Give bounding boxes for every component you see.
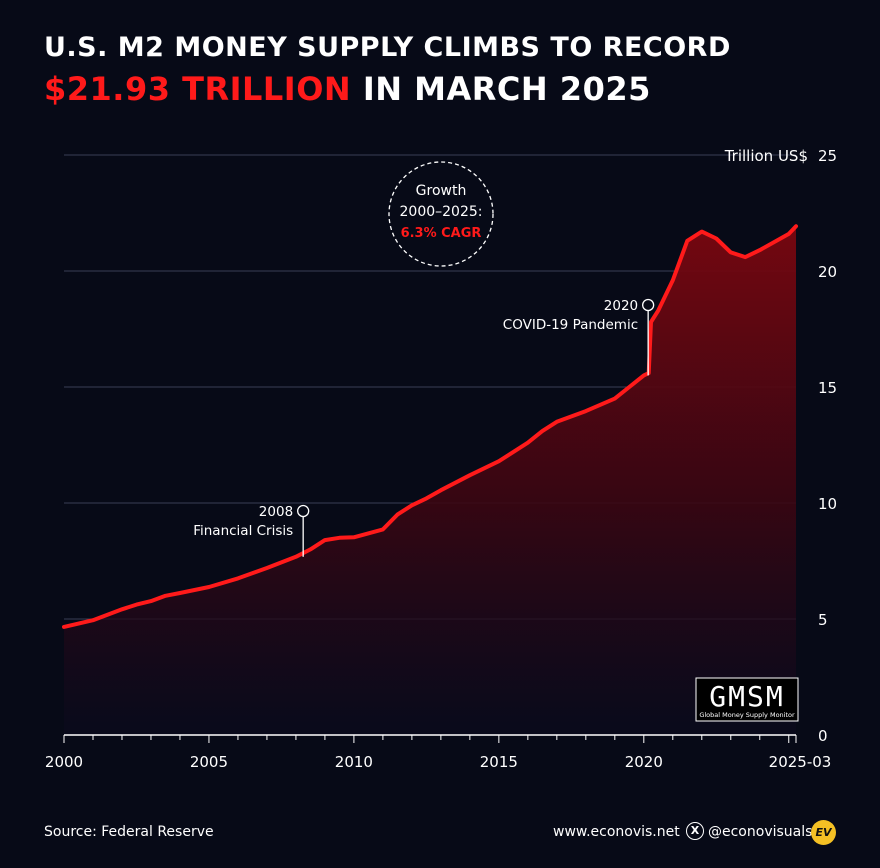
- x-tick-label: 2010: [335, 753, 373, 771]
- chart-title: U.S. M2 Money Supply Climbs to Record: [44, 32, 731, 63]
- social-handle[interactable]: @econovisuals: [708, 824, 813, 840]
- source-note: Source: Federal Reserve: [44, 824, 214, 840]
- annotation-text: COVID-19 Pandemic: [503, 317, 638, 333]
- x-axis: 2000 2005 2010 2015 2020 2025-03: [45, 735, 831, 771]
- logo-name: GMSM: [709, 680, 784, 713]
- y-tick-label: 15: [818, 379, 837, 397]
- chart-subtitle: $21.93 Trillion in March 2025: [44, 70, 651, 108]
- annotation-marker: [297, 504, 310, 518]
- logo-subtitle: Global Money Supply Monitor: [699, 711, 795, 719]
- cagr-callout: Growth 2000–2025: 6.3% CAGR: [388, 161, 494, 267]
- gmsm-logo: GMSM Global Money Supply Monitor: [695, 677, 799, 722]
- title-highlight: $21.93 Trillion: [44, 70, 352, 108]
- annotation-year: 2008: [259, 504, 293, 520]
- annotation-2008: 2008 Financial Crisis: [193, 504, 310, 557]
- area-fill: [64, 226, 796, 735]
- x-tick-label: 2015: [480, 753, 518, 771]
- y-axis: 0 5 10 15 20 25: [818, 147, 837, 745]
- x-tick-label: 2020: [625, 753, 663, 771]
- y-axis-label: Trillion US$: [724, 147, 808, 165]
- callout-line2: 2000–2025:: [400, 204, 483, 220]
- annotation-year: 2020: [604, 298, 638, 314]
- series-line: [62, 224, 798, 629]
- title-rest: in March 2025: [351, 70, 651, 108]
- y-tick-label: 5: [818, 611, 828, 629]
- annotation-2020: 2020 COVID-19 Pandemic: [503, 298, 655, 376]
- x-logo-icon: X: [686, 822, 704, 840]
- callout-line3: 6.3% CAGR: [401, 226, 482, 241]
- ev-logo: EV: [811, 820, 836, 845]
- x-tick-label: 2000: [45, 753, 83, 771]
- y-tick-label: 10: [818, 495, 837, 513]
- y-tick-label: 0: [818, 727, 828, 745]
- website-link[interactable]: www.econovis.net: [553, 824, 680, 840]
- annotation-text: Financial Crisis: [193, 523, 293, 539]
- y-tick-label: 20: [818, 263, 837, 281]
- x-tick-label: 2025-03: [769, 753, 832, 771]
- callout-line1: Growth: [416, 183, 467, 199]
- y-tick-label: 25: [818, 147, 837, 165]
- annotations: 2008 Financial Crisis 2020 COVID-19 Pandemi…: [193, 298, 655, 557]
- x-tick-label: 2005: [190, 753, 228, 771]
- annotation-marker: [642, 298, 655, 312]
